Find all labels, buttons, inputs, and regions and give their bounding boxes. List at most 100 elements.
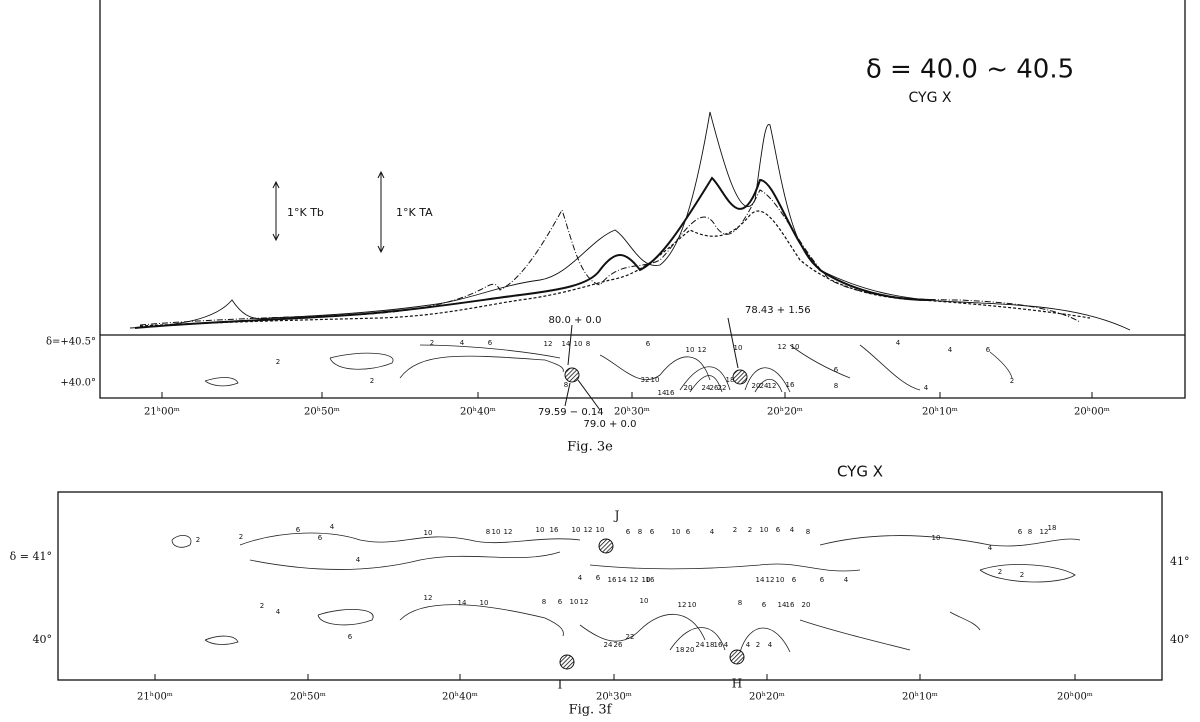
contour-label: 6 xyxy=(318,534,323,542)
source-marker xyxy=(564,367,580,383)
contour-label: 10 xyxy=(492,528,501,536)
contour-label: 24 xyxy=(696,641,705,649)
scale-label: 1°K TA xyxy=(396,206,433,219)
ra-label: 20ʰ30ᵐ xyxy=(596,692,632,703)
contour-label: 22 xyxy=(718,384,727,392)
contour-label: 6 xyxy=(296,526,301,534)
source-marker xyxy=(559,654,575,670)
contour-label: 16 xyxy=(646,576,655,584)
ra-label: 20ʰ50ᵐ xyxy=(290,692,326,703)
annotation: 80.0 + 0.0 xyxy=(549,315,602,326)
contour-label: 4 xyxy=(330,523,335,531)
contour-label: 10 xyxy=(572,526,581,534)
contour-label: 14 xyxy=(562,340,571,348)
contour-label: 16 xyxy=(786,601,795,609)
contour-label: 12 xyxy=(766,576,775,584)
ra-label: 20ʰ50ᵐ xyxy=(304,407,340,418)
ra-label: 20ʰ40ᵐ xyxy=(460,407,496,418)
contour-label: 12 xyxy=(580,598,589,606)
contour-label: 6 xyxy=(686,528,691,536)
contour-label: 10 xyxy=(651,376,660,384)
contour-label: 8 xyxy=(586,340,590,348)
contour-label: 6 xyxy=(348,633,353,641)
contour-label: 8 xyxy=(564,381,568,389)
ra-label: 20ʰ10ᵐ xyxy=(922,407,958,418)
contour-label: 10 xyxy=(760,526,769,534)
contour-label: 26 xyxy=(710,384,719,392)
contour-label: 4 xyxy=(356,556,361,564)
contour-label: 4 xyxy=(924,384,929,392)
contour-label: 24 xyxy=(604,641,613,649)
ra-label: 20ʰ40ᵐ xyxy=(442,692,478,703)
profiles xyxy=(129,111,1131,331)
contour-label: 4 xyxy=(768,641,773,649)
contour-label: 6 xyxy=(820,576,825,584)
contour-label: 20 xyxy=(752,382,761,390)
contour-label: 6 xyxy=(626,528,631,536)
contour-label: 8 xyxy=(834,382,838,390)
contour-label: 10 xyxy=(734,344,743,352)
ra-label: 20ʰ20ᵐ xyxy=(749,692,785,703)
contour-label: 8 xyxy=(486,528,490,536)
contour-label: 4 xyxy=(790,526,795,534)
source: CYG X xyxy=(837,463,883,481)
contour-label: 10 xyxy=(424,529,433,537)
contour-label: 24 xyxy=(760,382,769,390)
contour-label: 10 xyxy=(570,598,579,606)
contour-label: 2 xyxy=(370,377,374,385)
ra-label: 20ʰ00ᵐ xyxy=(1057,692,1093,703)
contour-label: 20 xyxy=(802,601,811,609)
contour-label: 4 xyxy=(746,641,751,649)
contour-label: 10 xyxy=(574,340,583,348)
contour-label: 2 xyxy=(748,526,752,534)
contour-label: 12 xyxy=(630,576,639,584)
dec-label: δ = 41° xyxy=(10,550,52,563)
contour-label: 10 xyxy=(686,346,695,354)
ra-label: 20ʰ30ᵐ xyxy=(614,407,650,418)
dec-label: 40° xyxy=(33,633,53,646)
dec-label: 40° xyxy=(1170,633,1190,646)
contour-label: 2 xyxy=(756,641,760,649)
contour-label: 18 xyxy=(706,641,715,649)
contour-label: 18 xyxy=(676,646,685,654)
contour-label: 6 xyxy=(834,366,839,374)
contour-label: 12 xyxy=(584,526,593,534)
contour-label: 2 xyxy=(1010,377,1014,385)
contour-label: 12 xyxy=(678,601,687,609)
contour-label: 8 xyxy=(638,528,642,536)
contour-label: 10 xyxy=(688,601,697,609)
contour-label: 4 xyxy=(460,339,465,347)
contour-label: 4 xyxy=(948,346,953,354)
caption: Fig. 3e xyxy=(567,440,613,455)
contour-label: 18 xyxy=(726,376,735,384)
contours xyxy=(204,344,1013,393)
contour-label: 12 xyxy=(1040,528,1049,536)
ra-label: 21ʰ00ᵐ xyxy=(137,692,173,703)
contour-label: 6 xyxy=(1018,528,1023,536)
contour-label: 12 xyxy=(768,382,777,390)
contour-label: 10 xyxy=(596,526,605,534)
contour-label: 6 xyxy=(776,526,781,534)
ra-label: 20ʰ10ᵐ xyxy=(902,692,938,703)
contour-label: 14 xyxy=(658,389,667,397)
contour-label: 14 xyxy=(778,601,787,609)
contour-label: 4 xyxy=(710,528,715,536)
contour-label: 32 xyxy=(641,376,650,384)
dec-label: δ=+40.5° xyxy=(46,337,96,348)
source: CYG X xyxy=(909,90,952,106)
contour-label: 2 xyxy=(196,536,200,544)
contour-label: 10 xyxy=(480,599,489,607)
contour-label: 6 xyxy=(646,340,651,348)
contour-label: 6 xyxy=(650,528,655,536)
ra-label: 20ʰ20ᵐ xyxy=(767,407,803,418)
contour-label: 12 xyxy=(504,528,513,536)
contour-label: 2 xyxy=(998,568,1002,576)
contour-label: 20 xyxy=(686,646,695,654)
contour-label: 24 xyxy=(702,384,711,392)
contour-label: 6 xyxy=(488,339,493,347)
contours xyxy=(171,532,1081,653)
contour-label: 10 xyxy=(642,576,651,584)
marker-label: J xyxy=(613,509,620,523)
contour-label: 20 xyxy=(684,384,693,392)
scale-bars xyxy=(272,170,385,254)
